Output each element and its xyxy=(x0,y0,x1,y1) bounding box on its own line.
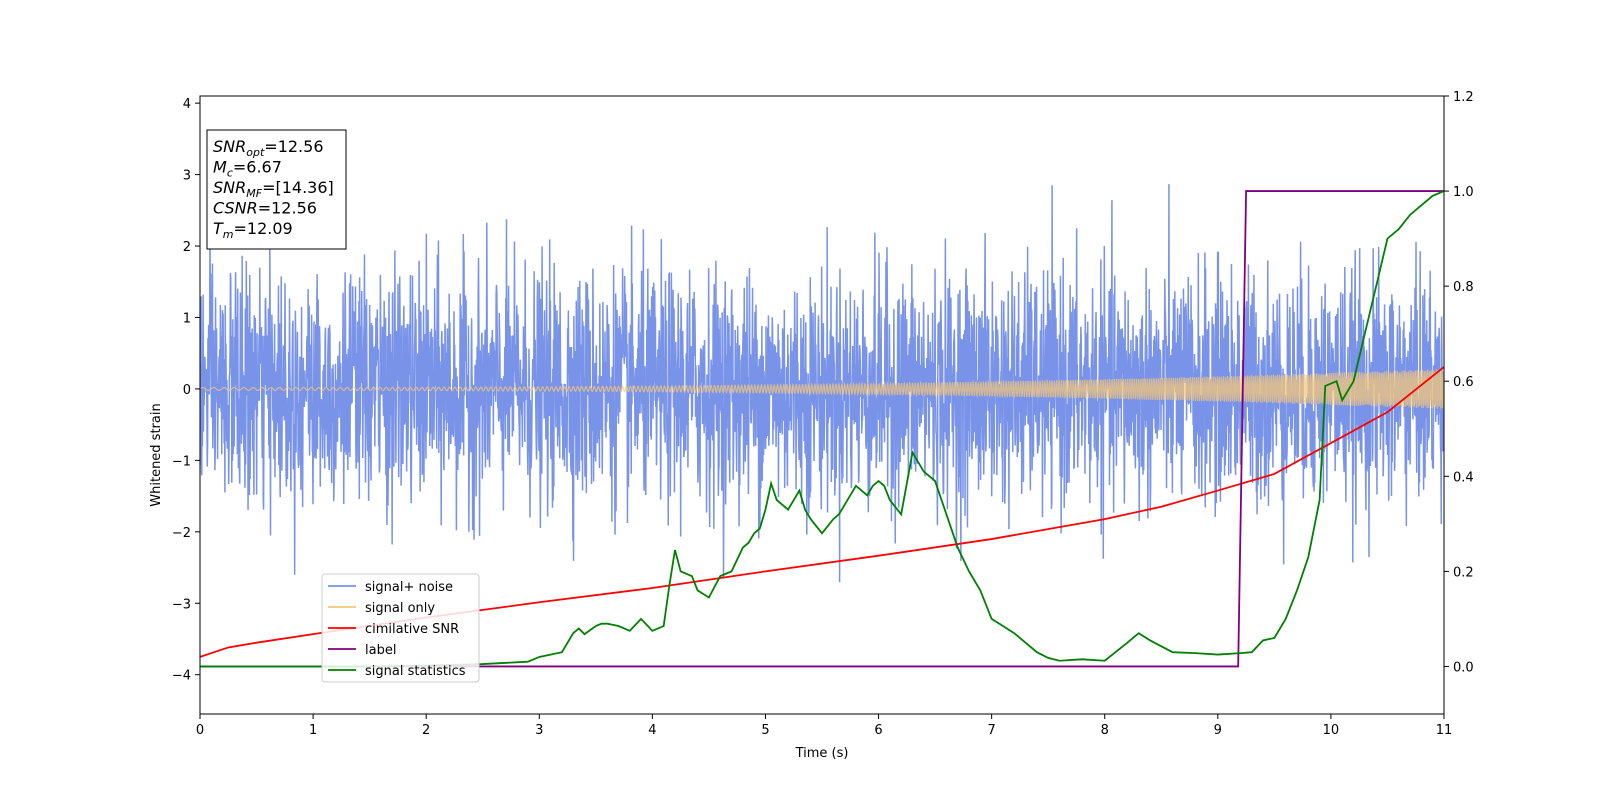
y2-tick-label: 0.0 xyxy=(1453,660,1474,675)
info-box-line: SNRMF=[14.36] xyxy=(213,178,334,200)
info-box-line: Mc=6.67 xyxy=(213,158,282,180)
y-tick-label: 0 xyxy=(183,383,191,398)
series-line-signal-noise xyxy=(200,184,1444,583)
legend: signal+ noise signal only cimilative SNR la… xyxy=(321,573,480,683)
series-line-signal-statistics xyxy=(200,190,1444,668)
x-tick-label: 9 xyxy=(1214,723,1222,738)
x-tick-label: 10 xyxy=(1323,723,1340,738)
x-tick-label: 5 xyxy=(761,723,769,738)
y2-tick-label: 1.2 xyxy=(1453,90,1474,105)
y-axis-label: Whitened strain xyxy=(149,403,164,506)
y-tick-label: 1 xyxy=(183,311,191,326)
series-line-label xyxy=(200,190,1444,668)
y-tick-label: −1 xyxy=(172,454,191,469)
x-tick-label: 4 xyxy=(648,723,656,738)
y-tick-label: 3 xyxy=(183,169,191,184)
plot-area xyxy=(200,184,1444,668)
info-box-line: Tm=12.09 xyxy=(213,219,293,241)
legend-label: cimilative SNR xyxy=(365,622,459,637)
series-line-signal-only xyxy=(200,368,1444,409)
info-box: SNRopt=12.56Mc=6.67SNRMF=[14.36]CSNR=12.… xyxy=(206,129,347,250)
x-tick-label: 2 xyxy=(422,723,430,738)
legend-frame xyxy=(321,573,480,683)
x-tick-label: 0 xyxy=(196,723,204,738)
y2-tick-label: 0.2 xyxy=(1453,565,1474,580)
info-box-line: CSNR=12.56 xyxy=(213,199,317,218)
axes-frame xyxy=(199,95,1445,715)
y-tick-label: −2 xyxy=(172,526,191,541)
x-tick-label: 8 xyxy=(1101,723,1109,738)
legend-label: signal only xyxy=(365,601,435,616)
info-box-line: SNRopt=12.56 xyxy=(213,137,324,159)
info-box-frame xyxy=(206,129,347,250)
axes: 0 1 2 3 4 5 6 7 8 9 10 11 −4 −3 −2 −1 0 1 2 3 4 0.0 0.2 0.4 0.6 0… xyxy=(172,90,1474,738)
x-tick-label: 7 xyxy=(987,723,995,738)
x-tick-label: 11 xyxy=(1436,723,1453,738)
y-tick-label: −3 xyxy=(172,597,191,612)
series-line-cumulative-snr xyxy=(200,366,1444,658)
y-tick-label: 4 xyxy=(183,97,191,112)
y2-tick-label: 0.8 xyxy=(1453,280,1474,295)
y2-tick-label: 1.0 xyxy=(1453,185,1474,200)
x-tick-label: 3 xyxy=(535,723,543,738)
x-tick-label: 1 xyxy=(309,723,317,738)
legend-label: label xyxy=(365,643,396,658)
y2-tick-label: 0.4 xyxy=(1453,470,1474,485)
y-tick-label: 2 xyxy=(183,240,191,255)
legend-label: signal+ noise xyxy=(365,580,453,595)
x-axis-label: Time (s) xyxy=(795,746,849,761)
legend-label: signal statistics xyxy=(365,664,466,679)
y2-tick-label: 0.6 xyxy=(1453,375,1474,390)
y-tick-label: −4 xyxy=(172,669,191,684)
x-tick-label: 6 xyxy=(874,723,882,738)
